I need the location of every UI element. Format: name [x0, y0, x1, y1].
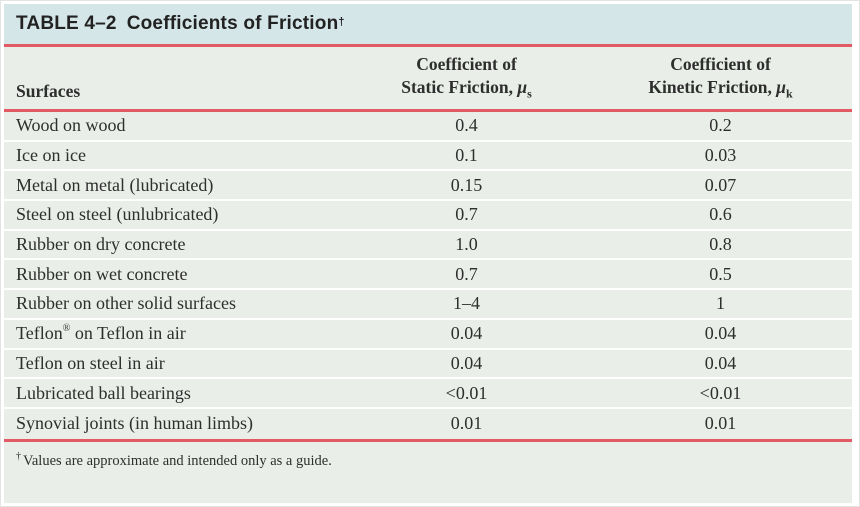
top-rule — [4, 44, 852, 47]
table-footnote: † Values are approximate and intended onl… — [4, 442, 852, 470]
column-header-static-friction: Coefficient of Static Friction, μs — [344, 53, 589, 102]
table-row: Wood on wood 0.4 0.2 — [4, 112, 852, 142]
static-header-line2: Static Friction, μs — [401, 76, 532, 101]
table-row: Ice on ice 0.1 0.03 — [4, 142, 852, 172]
surface-cell: Wood on wood — [16, 115, 126, 136]
table-rows: Wood on wood 0.4 0.2 Ice on ice 0.1 0.03 Metal… — [4, 112, 852, 439]
surface-cell: Lubricated ball bearings — [16, 382, 191, 403]
kinetic-friction-value: 0.04 — [704, 352, 737, 373]
kinetic-friction-value: 0.8 — [709, 234, 732, 255]
surface-cell: Rubber on dry concrete — [16, 234, 186, 255]
kinetic-friction-value: 0.07 — [704, 174, 737, 195]
static-friction-value: 0.04 — [450, 352, 483, 373]
table-header-row: Surfaces Coefficient of Static Friction,… — [4, 47, 852, 109]
kinetic-friction-value: 0.5 — [709, 263, 732, 284]
surface-cell: Ice on ice — [16, 145, 86, 166]
static-friction-value: 0.01 — [450, 413, 483, 434]
surface-cell: Steel on steel (unlubricated) — [16, 204, 219, 225]
kinetic-friction-value: 0.01 — [704, 413, 737, 434]
table-row: Synovial joints (in human limbs) 0.01 0.01 — [4, 409, 852, 439]
column-header-surfaces: Surfaces — [16, 81, 81, 101]
mu-symbol: μ — [517, 76, 528, 97]
footnote-marker: † — [16, 450, 21, 462]
kinetic-friction-value: 0.6 — [709, 204, 732, 225]
surface-cell: Teflon on steel in air — [16, 352, 165, 373]
table-row: Rubber on wet concrete 0.7 0.5 — [4, 260, 852, 291]
table-row: Teflon on steel in air 0.04 0.04 — [4, 350, 852, 380]
table-row: Rubber on dry concrete 1.0 0.8 — [4, 231, 852, 261]
static-friction-value: 0.15 — [450, 174, 483, 195]
surface-cell: Teflon® on Teflon in air — [16, 323, 186, 344]
table-row: Metal on metal (lubricated) 0.15 0.07 — [4, 171, 852, 202]
surface-cell: Metal on metal (lubricated) — [16, 174, 214, 195]
surface-cell: Rubber on wet concrete — [16, 263, 188, 284]
table-row: Steel on steel (unlubricated) 0.7 0.6 — [4, 201, 852, 231]
static-friction-value: 1–4 — [453, 293, 480, 314]
static-friction-value: <0.01 — [445, 382, 488, 403]
static-friction-value: 0.04 — [450, 323, 483, 344]
mu-subscript-s: s — [527, 86, 532, 101]
static-friction-value: 0.7 — [455, 263, 478, 284]
table-row: Teflon® on Teflon in air 0.04 0.04 — [4, 320, 852, 350]
kinetic-friction-value: 0.2 — [709, 115, 732, 136]
table-title-bar: TABLE 4–2 Coefficients of Friction † — [4, 4, 852, 44]
static-header-line1: Coefficient of — [416, 54, 517, 75]
column-header-kinetic-friction: Coefficient of Kinetic Friction, μk — [589, 53, 852, 102]
title-footnote-marker: † — [338, 16, 345, 28]
table-number: TABLE 4–2 — [16, 13, 117, 34]
static-friction-value: 0.4 — [455, 115, 478, 136]
surface-cell: Synovial joints (in human limbs) — [16, 413, 253, 434]
header-rule — [4, 109, 852, 112]
kinetic-friction-value: 1 — [716, 293, 725, 314]
static-friction-value: 0.1 — [455, 145, 478, 166]
kinetic-friction-value: <0.01 — [699, 382, 742, 403]
table-row: Lubricated ball bearings <0.01 <0.01 — [4, 379, 852, 409]
kinetic-header-line1: Coefficient of — [670, 54, 771, 75]
mu-subscript-k: k — [785, 86, 793, 101]
footnote-text: Values are approximate and intended only… — [23, 452, 332, 469]
kinetic-friction-value: 0.03 — [704, 145, 737, 166]
surface-cell: Rubber on other solid surfaces — [16, 293, 236, 314]
table-title: Coefficients of Friction — [126, 13, 339, 34]
table-row: Rubber on other solid surfaces 1–4 1 — [4, 290, 852, 320]
static-friction-value: 0.7 — [455, 204, 478, 225]
bottom-rule — [4, 438, 852, 442]
kinetic-friction-value: 0.04 — [704, 323, 737, 344]
registered-trademark-symbol: ® — [62, 323, 71, 335]
mu-symbol: μ — [776, 76, 786, 97]
static-friction-value: 1.0 — [455, 234, 478, 255]
friction-table: TABLE 4–2 Coefficients of Friction † Surf… — [4, 4, 852, 503]
kinetic-header-line2: Kinetic Friction, μk — [648, 76, 793, 101]
